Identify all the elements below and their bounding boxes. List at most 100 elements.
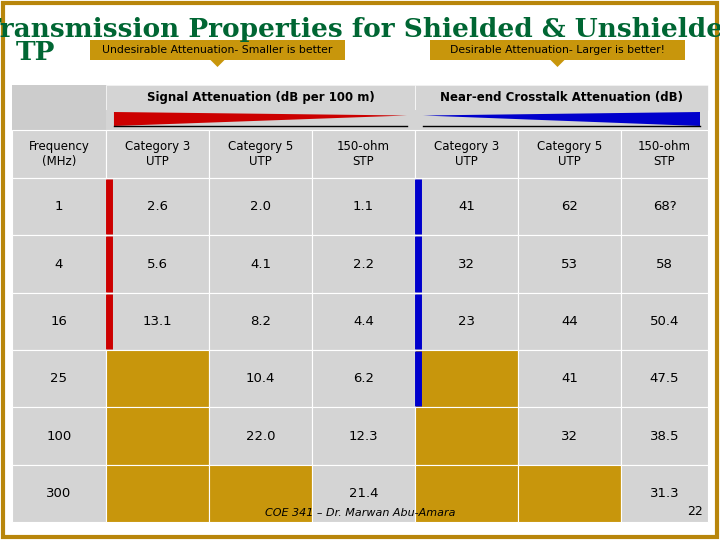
Bar [12, 178, 106, 235]
Bar [12, 350, 106, 407]
Bar [621, 178, 708, 235]
Text: Undesirable Attenuation- Smaller is better: Undesirable Attenuation- Smaller is bett… [102, 45, 333, 55]
Text: 4.4: 4.4 [353, 315, 374, 328]
Text: 12.3: 12.3 [348, 429, 378, 442]
Bar [312, 464, 415, 522]
Bar [90, 40, 345, 60]
Bar [518, 178, 621, 235]
Text: 16: 16 [50, 315, 68, 328]
Text: Desirable Attenuation- Larger is better!: Desirable Attenuation- Larger is better! [450, 45, 665, 55]
Polygon shape [551, 60, 564, 67]
Text: 50.4: 50.4 [650, 315, 679, 328]
Bar [106, 85, 415, 110]
Bar [209, 350, 312, 407]
Text: 44: 44 [561, 315, 578, 328]
Text: TP: TP [16, 40, 55, 65]
Bar [12, 407, 106, 464]
Bar [209, 178, 312, 235]
Bar [106, 130, 209, 178]
Text: 22.0: 22.0 [246, 429, 275, 442]
Bar [415, 110, 708, 130]
Text: Frequency
(MHz): Frequency (MHz) [29, 140, 89, 168]
Bar [106, 178, 209, 235]
Bar [312, 350, 415, 407]
Bar [12, 110, 106, 130]
Bar [12, 235, 106, 293]
Bar [415, 235, 518, 293]
Text: COE 341 – Dr. Marwan Abu-Amara: COE 341 – Dr. Marwan Abu-Amara [265, 508, 455, 518]
Bar [518, 407, 621, 464]
Bar [106, 407, 209, 464]
Bar [518, 235, 621, 293]
Bar [621, 293, 708, 350]
Text: 31.3: 31.3 [649, 487, 679, 500]
Text: Category 5
UTP: Category 5 UTP [537, 140, 602, 168]
Polygon shape [114, 112, 407, 126]
Polygon shape [423, 112, 700, 126]
Text: 38.5: 38.5 [649, 429, 679, 442]
Bar [106, 235, 209, 293]
Text: 5.6: 5.6 [147, 258, 168, 271]
Text: 32: 32 [458, 258, 475, 271]
Bar [209, 407, 312, 464]
Bar [312, 407, 415, 464]
Polygon shape [210, 60, 225, 67]
Bar [415, 464, 518, 522]
Bar [518, 293, 621, 350]
Text: Near-end Crosstalk Attenuation (dB): Near-end Crosstalk Attenuation (dB) [440, 91, 683, 104]
Bar [415, 130, 518, 178]
Text: Category 5
UTP: Category 5 UTP [228, 140, 293, 168]
Bar [106, 464, 209, 522]
Bar [621, 350, 708, 407]
Bar [312, 178, 415, 235]
Text: 1.1: 1.1 [353, 200, 374, 213]
Text: 23: 23 [458, 315, 475, 328]
Bar [415, 178, 518, 235]
Text: 21.4: 21.4 [348, 487, 378, 500]
Bar [621, 464, 708, 522]
Bar [312, 293, 415, 350]
Bar [209, 130, 312, 178]
Text: 150-ohm
STP: 150-ohm STP [638, 140, 691, 168]
Bar [518, 130, 621, 178]
Text: 25: 25 [50, 372, 68, 385]
Text: Category 3
UTP: Category 3 UTP [125, 140, 190, 168]
Text: 41: 41 [458, 200, 475, 213]
Text: 8.2: 8.2 [250, 315, 271, 328]
Text: 32: 32 [561, 429, 578, 442]
Text: Category 3
UTP: Category 3 UTP [434, 140, 499, 168]
Text: 13.1: 13.1 [143, 315, 172, 328]
Bar [12, 130, 106, 178]
Bar [312, 235, 415, 293]
Bar [415, 350, 518, 407]
Bar [621, 235, 708, 293]
Text: 58: 58 [656, 258, 673, 271]
Bar [518, 350, 621, 407]
Text: 300: 300 [46, 487, 71, 500]
Text: 2.6: 2.6 [147, 200, 168, 213]
Text: 62: 62 [561, 200, 578, 213]
Text: Transmission Properties for Shielded & Unshielded: Transmission Properties for Shielded & U… [0, 17, 720, 43]
Bar [106, 293, 209, 350]
Bar [209, 464, 312, 522]
Text: 41: 41 [561, 372, 578, 385]
Text: 2.2: 2.2 [353, 258, 374, 271]
Text: 1: 1 [55, 200, 63, 213]
Text: 22: 22 [688, 505, 703, 518]
Bar [12, 85, 708, 522]
Text: 150-ohm
STP: 150-ohm STP [337, 140, 390, 168]
Bar [621, 407, 708, 464]
Bar [12, 464, 106, 522]
Text: 6.2: 6.2 [353, 372, 374, 385]
Bar [12, 293, 106, 350]
Bar [209, 235, 312, 293]
Text: 4.1: 4.1 [250, 258, 271, 271]
Text: 53: 53 [561, 258, 578, 271]
Bar [415, 407, 518, 464]
Bar [312, 130, 415, 178]
Text: 4: 4 [55, 258, 63, 271]
Bar [518, 464, 621, 522]
Bar [106, 350, 209, 407]
Bar [415, 85, 708, 110]
Text: 68?: 68? [653, 200, 676, 213]
